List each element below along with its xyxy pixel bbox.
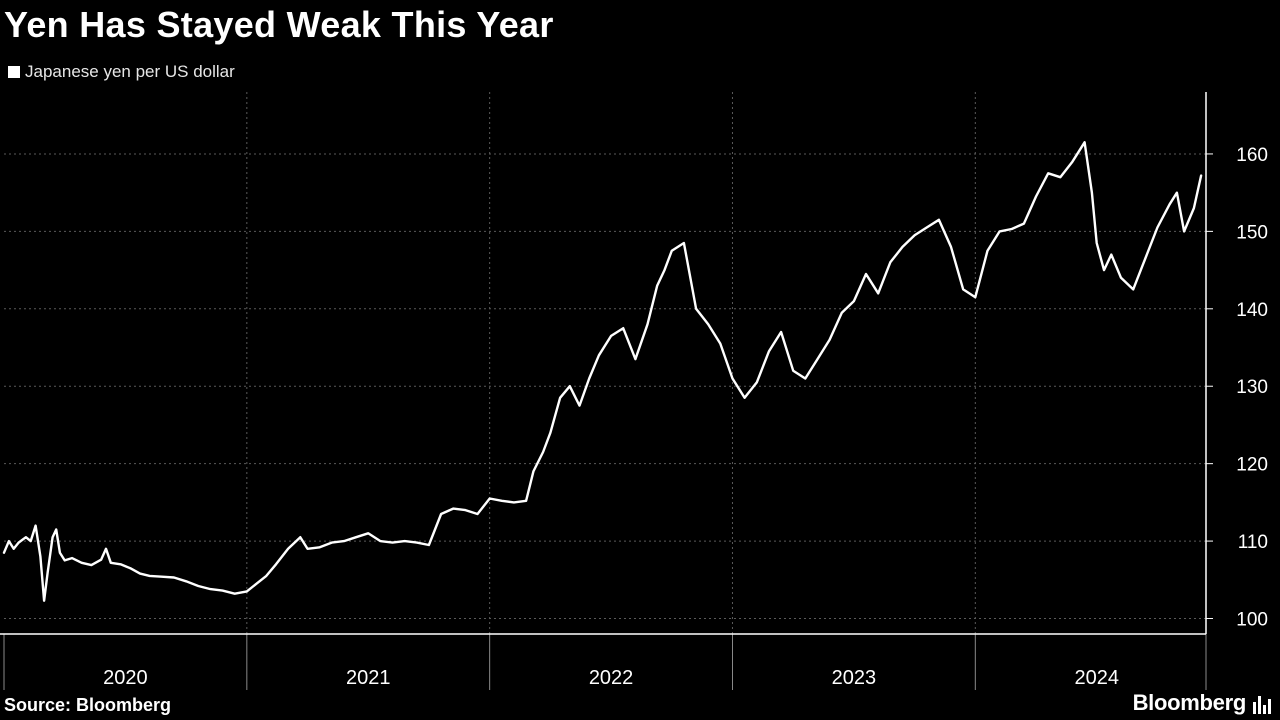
legend: Japanese yen per US dollar <box>8 62 235 82</box>
legend-swatch <box>8 66 20 78</box>
y-tick-label: 140 <box>1236 300 1268 321</box>
y-tick-label: 100 <box>1236 610 1268 631</box>
y-tick-label: 120 <box>1236 455 1268 476</box>
brand-logo: Bloomberg <box>1132 690 1247 715</box>
x-axis-ticks: 2020 2021 2022 2023 2024 <box>103 667 1119 689</box>
x-tick-label: 2021 <box>346 667 391 689</box>
grid-lines <box>4 92 1206 634</box>
y-tick-label: 150 <box>1236 222 1268 243</box>
chart-title: Yen Has Stayed Weak This Year <box>4 4 554 45</box>
bar-chart-icon <box>1253 696 1271 714</box>
x-tick-label: 2023 <box>832 667 877 689</box>
legend-label: Japanese yen per US dollar <box>25 62 235 81</box>
y-axis-ticks: 100 110 120 130 140 150 160 <box>1236 145 1268 631</box>
series-group <box>2 141 1203 602</box>
x-tick-label: 2024 <box>1074 667 1119 689</box>
y-tick-label: 160 <box>1236 145 1268 166</box>
x-tick-label: 2022 <box>589 667 634 689</box>
y-tick-label: 110 <box>1238 532 1268 553</box>
axes <box>0 92 1213 690</box>
series-line-jpy-usd <box>2 141 1203 602</box>
source-note: Source: Bloomberg <box>4 695 172 715</box>
x-tick-label: 2020 <box>103 667 148 689</box>
y-tick-label: 130 <box>1236 377 1268 398</box>
